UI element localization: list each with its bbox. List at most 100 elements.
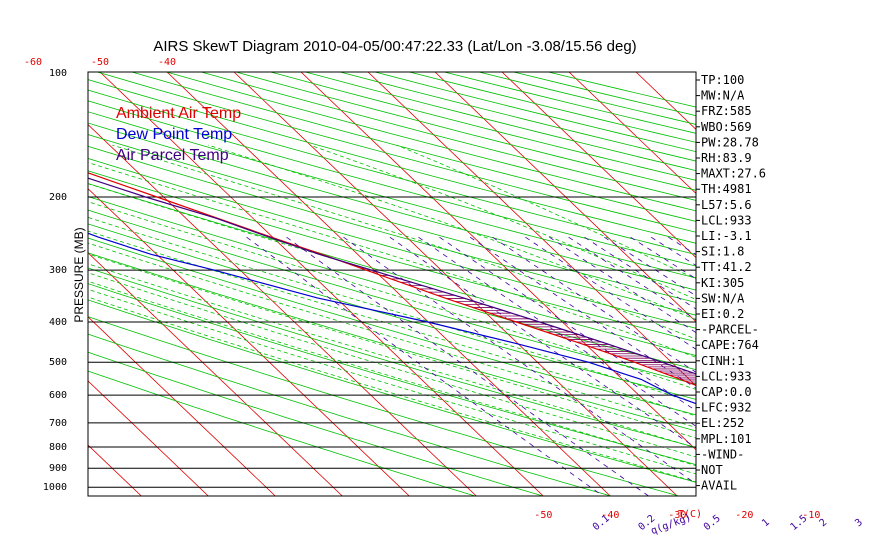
- mixing-ratio-tick-label: 3: [853, 517, 865, 529]
- index-label: MPL:101: [701, 432, 752, 446]
- isotherm-line: [0, 72, 7, 496]
- index-label: TP:100: [701, 73, 744, 87]
- legend-air-parcel-temp: Air Parcel Temp: [116, 147, 229, 164]
- pressure-tick-label: 700: [49, 418, 67, 429]
- profiles: [88, 172, 696, 405]
- temp-tick-bottom-label: -30: [668, 510, 686, 521]
- pressure-tick-label: 200: [49, 192, 67, 203]
- dry-adiabat-line: [88, 145, 696, 316]
- chart-title: AIRS SkewT Diagram 2010-04-05/00:47:22.3…: [153, 38, 636, 55]
- isotherm-line: [166, 72, 611, 496]
- index-label: MW:N/A: [701, 89, 745, 103]
- isotherm-line: [837, 72, 870, 496]
- dry-adiabat-line: [88, 209, 696, 385]
- legend-dew-point-temp: Dew Point Temp: [116, 126, 232, 143]
- legend-ambient-air-temp: Ambient Air Temp: [116, 105, 241, 122]
- temp-unit-label: T(C): [678, 509, 702, 520]
- mixing-ratio-tick: 2: [818, 517, 830, 529]
- index-label: NOT: [701, 463, 723, 477]
- index-label: CINH:1: [701, 354, 744, 368]
- index-label: EI:0.2: [701, 307, 744, 321]
- dry-adiabat-line: [88, 299, 696, 483]
- mixing-ratio-tick: 1: [760, 517, 772, 529]
- y-axis-label: PRESSURE (MB): [72, 227, 86, 322]
- isotherm-line: [367, 72, 696, 387]
- plot-frame: [87, 71, 697, 497]
- dry-adiabat-line: [88, 333, 612, 496]
- index-label: LCL:933: [701, 213, 752, 227]
- index-label: LCL:933: [701, 369, 752, 383]
- index-label: AVAIL: [701, 479, 737, 493]
- index-label: LFC:932: [701, 401, 752, 415]
- dry-adiabat-line: [88, 122, 696, 291]
- isotherm-line: [434, 72, 696, 323]
- isotherm-line: [88, 252, 343, 496]
- temp-tick-bottom-label: -50: [534, 510, 552, 521]
- index-label: CAPE:764: [701, 338, 759, 352]
- dry-adiabat-line: [88, 267, 696, 448]
- isotherm-line: [88, 316, 276, 496]
- dry-adiabat-line: [88, 170, 696, 343]
- index-label: MAXT:27.6: [701, 167, 766, 181]
- index-label: SI:1.8: [701, 245, 744, 259]
- dry-adiabat-line: [88, 237, 696, 416]
- pressure-tick-label: 1000: [43, 482, 67, 493]
- index-label: SW:N/A: [701, 291, 745, 305]
- index-label: TT:41.2: [701, 260, 752, 274]
- isotherm-line: [88, 124, 477, 496]
- isotherm-line: [568, 72, 696, 195]
- index-label: CAP:0.0: [701, 385, 752, 399]
- air-parcel-temp-line: [88, 177, 696, 375]
- mixing-ratio-line: [389, 236, 696, 449]
- moist-adiabat-line: [88, 280, 696, 467]
- isotherm-line: [88, 380, 209, 496]
- isotherm-line: [0, 72, 74, 496]
- ambient-air-temp-line: [88, 172, 696, 386]
- mixing-ratio-line: [525, 236, 696, 350]
- dry-adiabat-line: [88, 89, 696, 256]
- cape-hatch-area: [340, 260, 696, 386]
- pressure-tick-label: 300: [49, 265, 67, 276]
- pressure-tick-label: 800: [49, 442, 67, 453]
- index-label: WBO:569: [701, 120, 752, 134]
- isotherm-line: [501, 72, 696, 259]
- dry-adiabat-line: [339, 72, 696, 162]
- mixing-ratio-tick: 3: [853, 517, 865, 529]
- mixing-ratio-line: [668, 236, 696, 255]
- dry-adiabat-line: [88, 157, 696, 329]
- temp-tick-bottom-label: -40: [601, 510, 619, 521]
- dry-adiabat-line: [88, 283, 696, 466]
- index-label: TH:4981: [701, 182, 752, 196]
- index-label: FRZ:585: [701, 104, 752, 118]
- index-label: -PARCEL-: [701, 323, 759, 337]
- isotherm-line: [88, 188, 410, 496]
- dry-adiabat-line: [88, 252, 696, 432]
- dry-adiabat-line: [305, 72, 696, 172]
- pressure-tick-label: 400: [49, 317, 67, 328]
- mixing-ratio-tick-label: 2: [818, 517, 830, 529]
- isotherm-line: [770, 72, 870, 496]
- index-label: -WIND-: [701, 447, 744, 461]
- mixing-ratio-tick: 0.5: [702, 513, 723, 533]
- temp-tick-top-label: -50: [91, 57, 109, 68]
- dry-adiabat-line: [88, 223, 696, 400]
- mixing-ratio-line: [343, 236, 696, 485]
- mixing-ratio-line: [549, 236, 696, 334]
- mixing-ratio-tick-label: 0.5: [702, 513, 723, 533]
- index-label: PW:28.78: [701, 135, 759, 149]
- dry-adiabat-line: [88, 134, 696, 303]
- moist-adiabat-line: [88, 288, 696, 475]
- temp-tick-top-label: -60: [24, 57, 42, 68]
- temp-tick-bottom-label: -20: [735, 510, 753, 521]
- index-label: RH:83.9: [701, 151, 752, 165]
- dry-adiabat-line: [88, 196, 696, 371]
- pressure-tick-label: 600: [49, 390, 67, 401]
- dry-adiabat-line: [88, 351, 544, 496]
- pressure-tick-label: 100: [49, 68, 67, 79]
- dry-adiabat-line: [478, 72, 696, 125]
- temp-tick-bottom-label: -10: [802, 510, 820, 521]
- dry-adiabat-line: [201, 72, 696, 201]
- index-label: KI:305: [701, 276, 744, 290]
